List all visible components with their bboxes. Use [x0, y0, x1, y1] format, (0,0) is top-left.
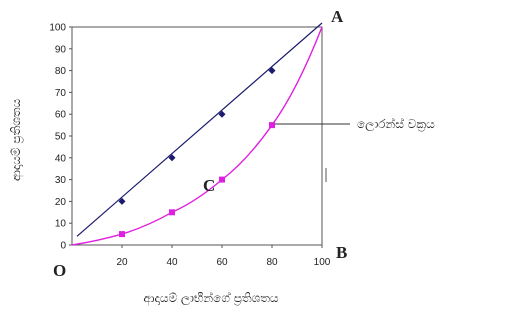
series-1 — [71, 26, 323, 246]
plot-frame — [71, 26, 323, 246]
x-tick-label-60: 60 — [216, 257, 228, 268]
x-tick-label-100: 100 — [314, 257, 331, 268]
y-tick-label-50: 50 — [55, 132, 67, 143]
lorenz-curve-label: ලොරන්ස් වක්‍රය — [357, 117, 435, 132]
y-tick-label-40: 40 — [55, 153, 67, 164]
point-s0-x80 — [268, 67, 276, 75]
y-tick-label-100: 100 — [49, 23, 66, 34]
point-s1-x80 — [269, 122, 275, 129]
point-s0-x40 — [168, 154, 176, 162]
series-layer — [71, 22, 350, 246]
point-s0-x60 — [218, 110, 226, 118]
x-axis-label: ආදායම් ලාභීන්ගේ ප්‍රතිශතය — [143, 291, 279, 306]
x-tick-label-40: 40 — [166, 257, 178, 268]
equality-line — [76, 22, 323, 237]
y-tick-label-70: 70 — [55, 88, 67, 99]
x-tick-label-20: 20 — [116, 257, 128, 268]
y-tick-label-20: 20 — [55, 197, 67, 208]
point-s1-x40 — [169, 209, 175, 216]
point-label-c: C — [203, 176, 215, 195]
point-label-a: A — [331, 7, 344, 26]
point-s0-x20 — [118, 197, 126, 205]
axes: 0 10 20 30 40 50 60 70 80 90 100 20 40 60 80 100 — [49, 23, 330, 269]
series-0 — [76, 22, 323, 237]
labels-layer: A B C O ලොරන්ස් වක්‍රය ආදායම් ලාභීන්ගේ ප… — [9, 7, 435, 306]
point-label-b: B — [336, 243, 347, 262]
y-axis-label: ආදායම් ප්‍රතිශතය — [9, 98, 24, 181]
origin-label-o: O — [53, 261, 66, 280]
y-tick-label-30: 30 — [55, 175, 67, 186]
point-s1-x60 — [219, 176, 225, 183]
y-tick-label-60: 60 — [55, 110, 67, 121]
lorenz-curve-line — [71, 26, 323, 246]
y-tick-label-0: 0 — [60, 241, 66, 252]
y-tick-label-90: 90 — [55, 44, 67, 55]
point-s1-x20 — [119, 231, 125, 238]
x-tick-label-80: 80 — [266, 257, 278, 268]
y-tick-label-80: 80 — [55, 66, 67, 77]
y-tick-label-10: 10 — [55, 219, 67, 230]
